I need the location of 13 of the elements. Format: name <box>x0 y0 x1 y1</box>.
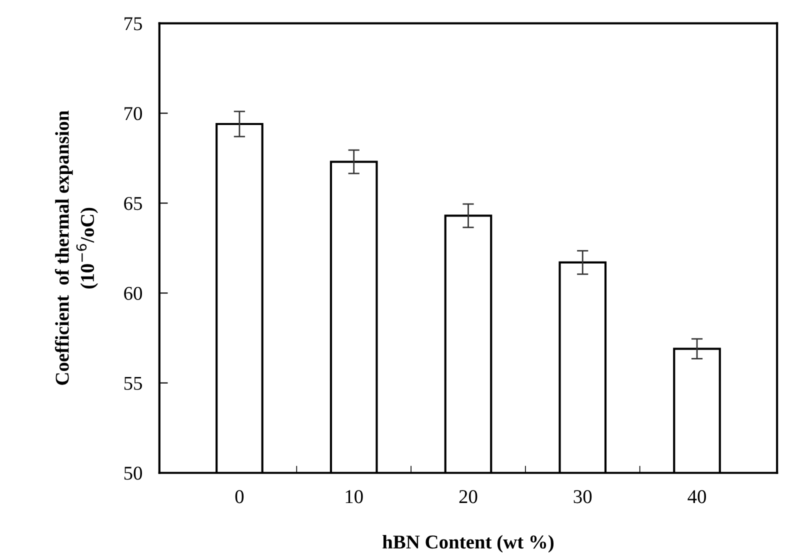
x-tick-label: 0 <box>235 490 244 504</box>
x-tick-label: 30 <box>574 490 592 504</box>
y-tick-label: 60 <box>124 286 142 300</box>
x-axis-title: hBN Content (wt %) <box>382 534 554 553</box>
x-tick-label: 10 <box>346 490 363 504</box>
y-tick-label: 55 <box>124 376 142 390</box>
y-tick-label: 70 <box>124 107 142 120</box>
y-tick-label: 75 <box>124 17 142 30</box>
y-tick-label: 65 <box>124 197 142 210</box>
x-tick-label: 40 <box>688 490 706 504</box>
y-tick-label: 50 <box>124 466 142 480</box>
x-tick-label: 20 <box>459 490 478 504</box>
y-axis-title: Coefficient of thermal expansion (10$^{−6}$/oC) <box>54 110 98 385</box>
